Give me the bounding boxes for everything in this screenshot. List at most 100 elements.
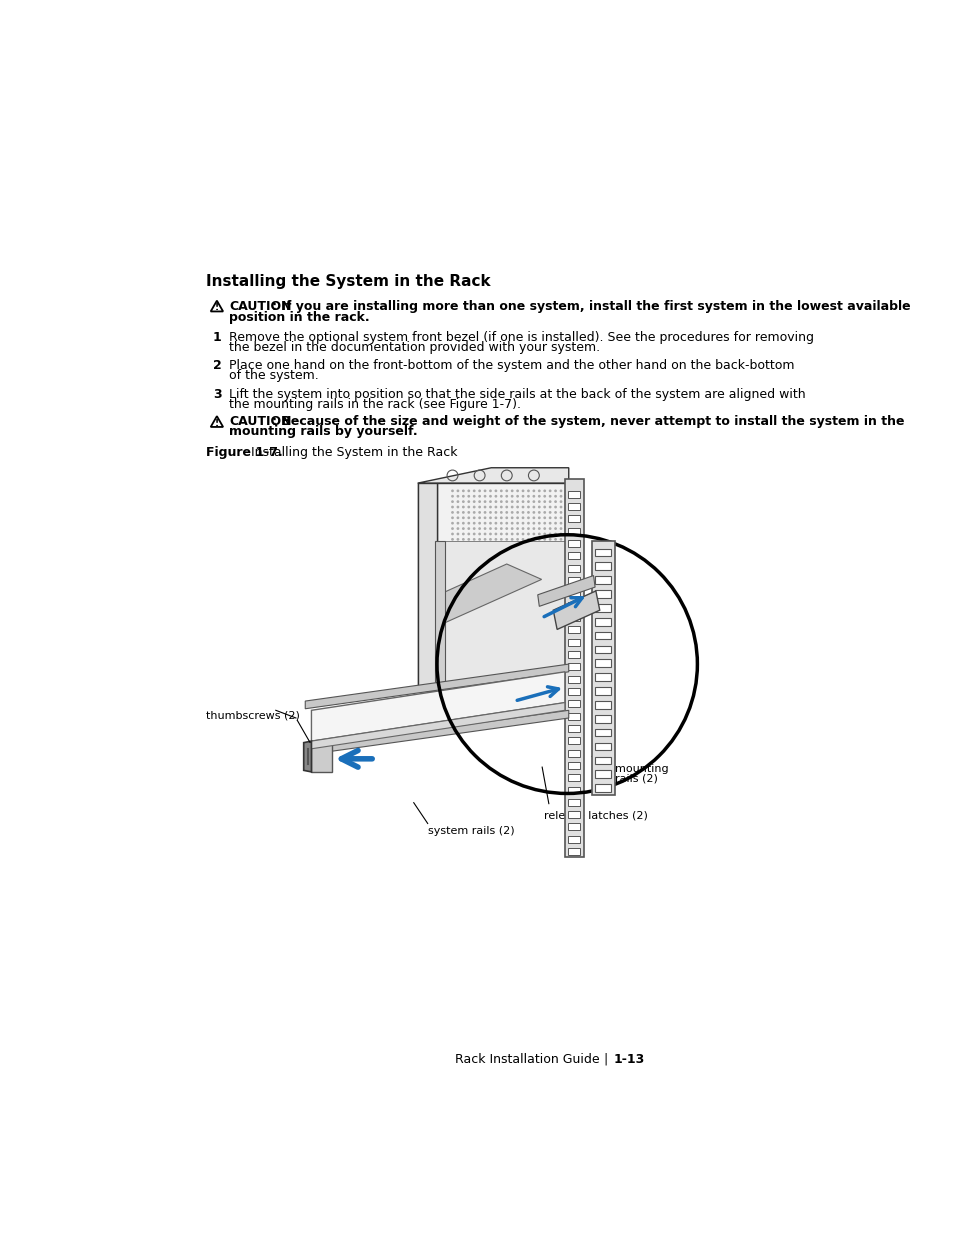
- Circle shape: [554, 500, 557, 503]
- Circle shape: [461, 505, 464, 509]
- Polygon shape: [567, 540, 579, 547]
- Circle shape: [532, 489, 535, 493]
- Circle shape: [516, 538, 518, 541]
- Polygon shape: [567, 700, 579, 708]
- Circle shape: [456, 500, 458, 503]
- Circle shape: [526, 538, 529, 541]
- Polygon shape: [435, 541, 444, 692]
- Circle shape: [483, 522, 486, 525]
- Polygon shape: [567, 515, 579, 522]
- Circle shape: [554, 505, 557, 509]
- Circle shape: [505, 495, 508, 498]
- Circle shape: [521, 516, 524, 519]
- Circle shape: [473, 516, 476, 519]
- Polygon shape: [564, 479, 583, 857]
- Circle shape: [456, 538, 458, 541]
- Circle shape: [521, 495, 524, 498]
- Circle shape: [510, 516, 513, 519]
- Circle shape: [554, 489, 557, 493]
- Circle shape: [489, 500, 492, 503]
- Circle shape: [559, 527, 562, 530]
- Circle shape: [521, 538, 524, 541]
- Circle shape: [456, 505, 458, 509]
- Text: 1-13: 1-13: [613, 1053, 644, 1066]
- Circle shape: [461, 511, 464, 514]
- Text: the bezel in the documentation provided with your system.: the bezel in the documentation provided …: [229, 341, 599, 353]
- Circle shape: [537, 532, 540, 535]
- Polygon shape: [595, 618, 610, 626]
- Polygon shape: [438, 564, 541, 626]
- Polygon shape: [567, 848, 579, 855]
- Circle shape: [477, 516, 480, 519]
- Circle shape: [451, 489, 454, 493]
- Circle shape: [473, 532, 476, 535]
- Circle shape: [516, 505, 518, 509]
- Polygon shape: [595, 632, 610, 640]
- Circle shape: [467, 532, 470, 535]
- Polygon shape: [567, 688, 579, 695]
- Polygon shape: [436, 483, 568, 692]
- Polygon shape: [567, 774, 579, 782]
- Polygon shape: [595, 687, 610, 695]
- Circle shape: [510, 505, 513, 509]
- Circle shape: [467, 538, 470, 541]
- Circle shape: [489, 527, 492, 530]
- Circle shape: [483, 516, 486, 519]
- Circle shape: [451, 516, 454, 519]
- Polygon shape: [567, 737, 579, 745]
- Circle shape: [461, 500, 464, 503]
- Circle shape: [505, 500, 508, 503]
- Polygon shape: [595, 715, 610, 722]
- Circle shape: [489, 489, 492, 493]
- Circle shape: [526, 522, 529, 525]
- Circle shape: [559, 532, 562, 535]
- Text: Lift the system into position so that the side rails at the back of the system a: Lift the system into position so that th…: [229, 388, 805, 400]
- Circle shape: [451, 538, 454, 541]
- Circle shape: [505, 522, 508, 525]
- Circle shape: [494, 527, 497, 530]
- Circle shape: [543, 522, 545, 525]
- Circle shape: [526, 500, 529, 503]
- Polygon shape: [595, 548, 610, 556]
- Polygon shape: [595, 646, 610, 653]
- Circle shape: [456, 489, 458, 493]
- Circle shape: [477, 532, 480, 535]
- Circle shape: [499, 532, 502, 535]
- Circle shape: [467, 505, 470, 509]
- Circle shape: [499, 495, 502, 498]
- Circle shape: [467, 500, 470, 503]
- Circle shape: [543, 516, 545, 519]
- Circle shape: [489, 532, 492, 535]
- Polygon shape: [595, 701, 610, 709]
- Text: Place one hand on the front-bottom of the system and the other hand on the back-: Place one hand on the front-bottom of th…: [229, 359, 794, 372]
- Polygon shape: [595, 771, 610, 778]
- Circle shape: [477, 495, 480, 498]
- Circle shape: [477, 489, 480, 493]
- Text: Installing the System in the Rack: Installing the System in the Rack: [251, 446, 457, 459]
- Circle shape: [548, 532, 551, 535]
- Circle shape: [499, 500, 502, 503]
- Circle shape: [483, 489, 486, 493]
- Polygon shape: [567, 836, 579, 842]
- Polygon shape: [567, 725, 579, 732]
- Circle shape: [473, 489, 476, 493]
- Circle shape: [489, 538, 492, 541]
- Circle shape: [559, 489, 562, 493]
- Circle shape: [537, 500, 540, 503]
- Text: |: |: [603, 1053, 607, 1066]
- Circle shape: [494, 511, 497, 514]
- Circle shape: [548, 500, 551, 503]
- Polygon shape: [567, 577, 579, 584]
- Circle shape: [543, 538, 545, 541]
- Text: Figure 1-7.: Figure 1-7.: [206, 446, 282, 459]
- Text: !: !: [214, 303, 219, 312]
- Polygon shape: [417, 483, 436, 692]
- Circle shape: [483, 505, 486, 509]
- Circle shape: [559, 495, 562, 498]
- Circle shape: [477, 522, 480, 525]
- Text: CAUTION: CAUTION: [229, 300, 292, 312]
- Circle shape: [467, 489, 470, 493]
- Polygon shape: [567, 589, 579, 597]
- Circle shape: [456, 495, 458, 498]
- Circle shape: [473, 522, 476, 525]
